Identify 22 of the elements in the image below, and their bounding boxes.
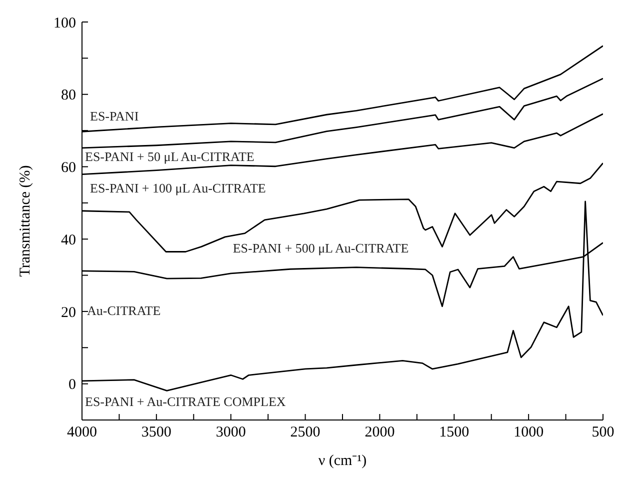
- series-label: ES-PANI: [90, 108, 139, 124]
- x-axis-title: ν (cm⁻¹): [318, 453, 367, 469]
- y-tick-label: 60: [61, 160, 76, 176]
- x-tick-label: 2000: [364, 424, 395, 441]
- y-tick-label: 80: [61, 88, 76, 104]
- x-tick-label: 3500: [141, 424, 172, 441]
- x-tick-label: 1000: [514, 424, 544, 441]
- x-tick-label: 3000: [216, 424, 246, 441]
- series-label: ES-PANI + 50 μL Au-CITRATE: [85, 148, 254, 164]
- x-tick-label: 1500: [439, 424, 470, 441]
- x-tick-label: 500: [592, 424, 614, 441]
- y-axis-title: Transmittance (%): [17, 165, 34, 277]
- x-tick-label: 4000: [67, 424, 97, 441]
- y-tick-label: 40: [61, 232, 76, 248]
- series-label: ES-PANI + Au-CITRATE COMPLEX: [85, 394, 286, 409]
- series-label: Au-CITRATE: [87, 302, 161, 318]
- series-label: ES-PANI + 500 μL Au-CITRATE: [232, 240, 409, 256]
- x-tick-label: 2500: [290, 424, 320, 441]
- series-label: ES-PANI + 100 μL Au-CITRATE: [90, 180, 266, 196]
- y-tick-label: 0: [68, 377, 76, 394]
- y-tick-label: 20: [61, 304, 76, 321]
- y-tick-label: 100: [54, 15, 76, 32]
